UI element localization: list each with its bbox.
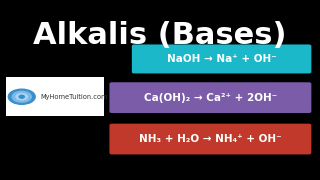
FancyBboxPatch shape xyxy=(109,124,311,154)
Text: NaOH → Na⁺ + OH⁻: NaOH → Na⁺ + OH⁻ xyxy=(167,54,276,64)
FancyBboxPatch shape xyxy=(132,44,311,73)
Text: NH₃ + H₂O → NH₄⁺ + OH⁻: NH₃ + H₂O → NH₄⁺ + OH⁻ xyxy=(139,134,282,144)
Text: Ca(OH)₂ → Ca²⁺ + 2OH⁻: Ca(OH)₂ → Ca²⁺ + 2OH⁻ xyxy=(144,93,277,103)
Text: MyHomeTuition.com: MyHomeTuition.com xyxy=(40,94,108,100)
Text: Alkalis (Bases): Alkalis (Bases) xyxy=(33,21,287,51)
FancyBboxPatch shape xyxy=(6,77,104,116)
Circle shape xyxy=(8,89,35,104)
Circle shape xyxy=(12,91,31,102)
FancyBboxPatch shape xyxy=(109,82,311,113)
Circle shape xyxy=(19,95,24,98)
Circle shape xyxy=(16,93,28,100)
